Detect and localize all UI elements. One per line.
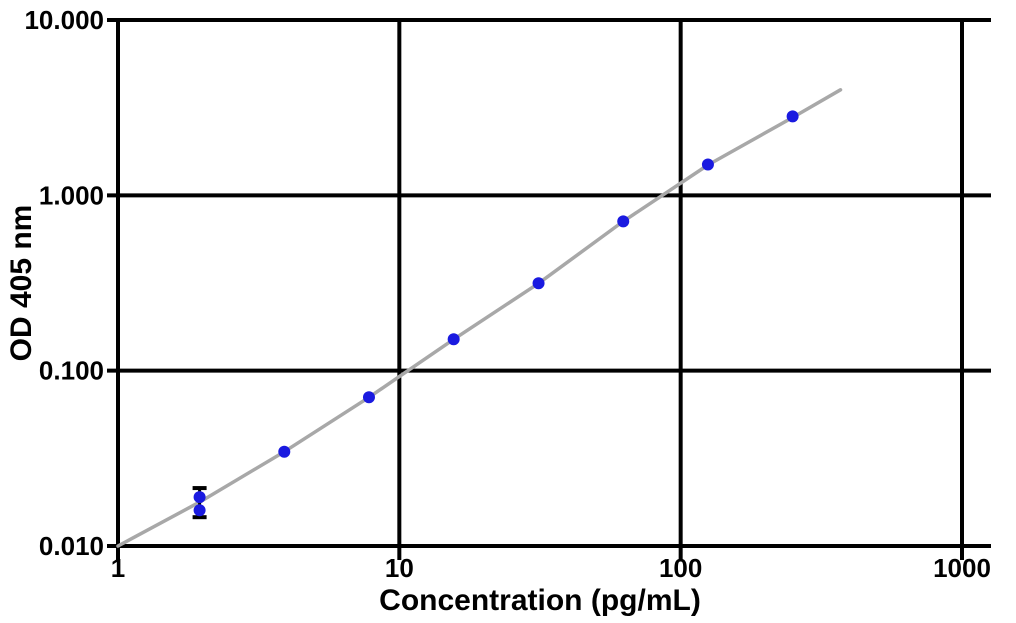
- y-tick-label: 0.100: [39, 356, 104, 386]
- x-tick-label: 1000: [933, 553, 991, 583]
- x-axis-title: Concentration (pg/mL): [379, 584, 701, 617]
- data-point-marker: [193, 491, 206, 504]
- x-tick-label: 10: [385, 553, 414, 583]
- data-point-marker: [278, 445, 291, 458]
- y-tick-label: 1.000: [39, 180, 104, 210]
- data-point-marker: [447, 333, 460, 346]
- data-point-marker: [193, 504, 206, 517]
- data-point-marker: [701, 158, 714, 171]
- data-point-marker: [617, 215, 630, 228]
- data-point-marker: [532, 277, 545, 290]
- x-tick-label: 100: [659, 553, 702, 583]
- y-tick-label: 0.010: [39, 531, 104, 561]
- fitted-curve: [116, 88, 843, 548]
- y-axis-title: OD 405 nm: [5, 204, 38, 362]
- x-tick-label: 1: [111, 553, 125, 583]
- data-point-marker: [786, 110, 799, 123]
- y-tick-label: 10.000: [24, 5, 104, 35]
- data-point-marker: [362, 391, 375, 404]
